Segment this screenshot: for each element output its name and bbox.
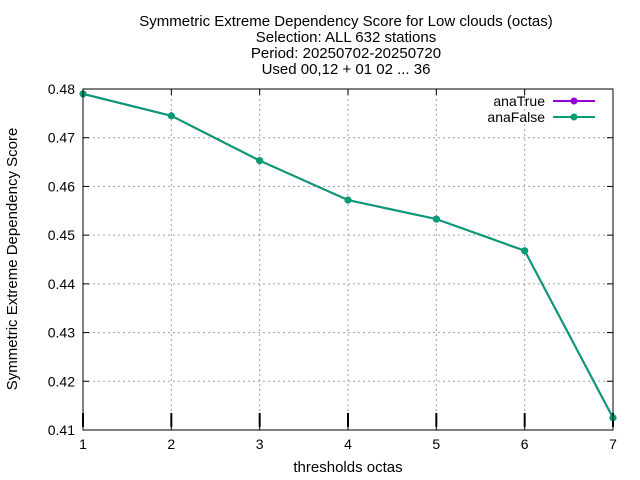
data-point-anaFalse [521, 247, 529, 255]
legend: anaTrue anaFalse [487, 93, 595, 125]
y-tick-label: 0.44 [48, 276, 75, 292]
y-tick-label: 0.46 [48, 178, 75, 194]
data-point-anaFalse [167, 112, 175, 120]
legend-label-anaTrue: anaTrue [493, 93, 545, 109]
data-point-anaFalse [344, 196, 352, 204]
legend-label-anaFalse: anaFalse [487, 109, 545, 125]
x-tick-label: 4 [344, 436, 352, 452]
x-tick-label: 6 [521, 436, 529, 452]
title-line-1: Symmetric Extreme Dependency Score for L… [139, 13, 553, 30]
x-axis-title: thresholds octas [293, 459, 402, 476]
x-tick-label: 5 [432, 436, 440, 452]
title-line-2: Selection: ALL 632 stations [256, 29, 436, 46]
y-tick-label: 0.45 [48, 227, 75, 243]
x-tick-label: 3 [256, 436, 264, 452]
y-tick-label: 0.48 [48, 81, 75, 97]
data-point-anaFalse [432, 215, 440, 223]
title-line-4: Used 00,12 + 01 02 ... 36 [262, 61, 431, 78]
x-tick-label: 2 [167, 436, 175, 452]
plot-frame [82, 88, 614, 431]
x-tick-labels: 1 2 3 4 5 6 7 [79, 436, 617, 452]
y-tick-label: 0.42 [48, 373, 75, 389]
data-point-anaFalse [256, 157, 264, 165]
x-tick-label: 1 [79, 436, 87, 452]
grid [83, 89, 613, 430]
y-tick-label: 0.41 [48, 422, 75, 438]
title-line-3: Period: 20250702-20250720 [251, 45, 441, 62]
y-tick-label: 0.43 [48, 325, 75, 341]
chart-title: Symmetric Extreme Dependency Score for L… [139, 13, 553, 78]
legend-marker-anaFalse [570, 113, 578, 121]
legend-marker-anaTrue [570, 97, 578, 105]
y-tick-label: 0.47 [48, 130, 75, 146]
y-axis-title: Symmetric Extreme Dependency Score [4, 128, 21, 391]
y-tick-labels: 0.41 0.42 0.43 0.44 0.45 0.46 0.47 0.48 [48, 81, 75, 438]
x-tick-label: 7 [609, 436, 617, 452]
